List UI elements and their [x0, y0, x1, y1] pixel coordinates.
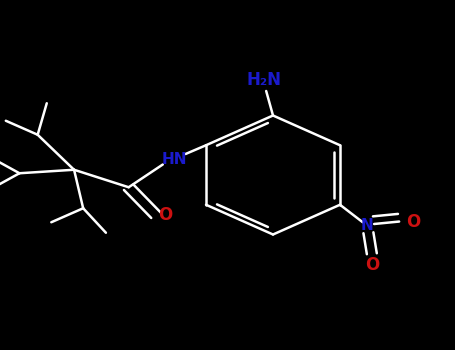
Text: O: O: [406, 213, 420, 231]
Text: HN: HN: [162, 152, 187, 167]
Text: O: O: [158, 206, 172, 224]
Text: N: N: [361, 218, 374, 233]
Text: H₂N: H₂N: [247, 71, 281, 89]
Text: O: O: [365, 256, 379, 273]
